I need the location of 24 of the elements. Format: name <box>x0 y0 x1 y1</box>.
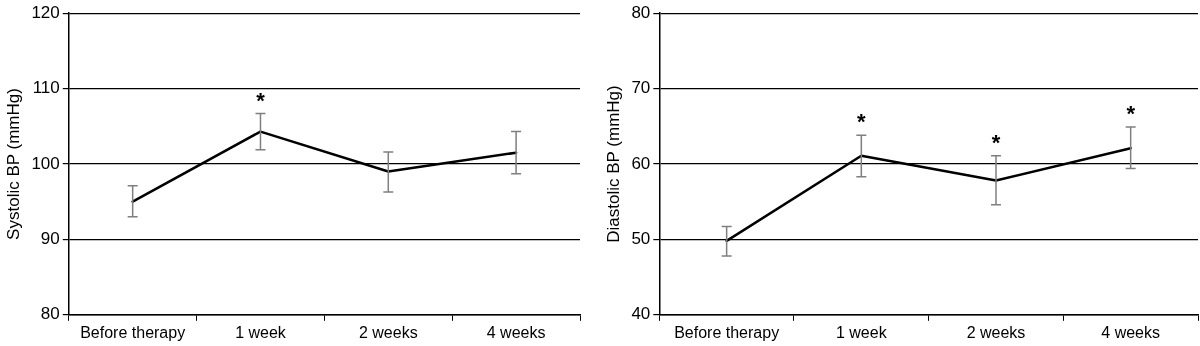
x-tick-label: 4 weeks <box>486 323 546 341</box>
x-tick-label: 4 weeks <box>1101 323 1161 341</box>
y-tick-label: 40 <box>631 304 651 324</box>
annotation: * <box>857 109 867 135</box>
x-tick-label: 1 week <box>235 323 287 341</box>
y-tick-label: 50 <box>631 229 651 249</box>
annotation: * <box>1126 101 1136 127</box>
y-tick-label: 110 <box>32 78 60 98</box>
x-tick-label: 1 week <box>835 323 888 341</box>
x-tick-label: 2 weeks <box>358 323 418 341</box>
x-tick-label: Before therapy <box>674 323 780 341</box>
y-tick-label: 90 <box>40 229 60 249</box>
y-tick-label: 70 <box>631 78 651 98</box>
y-tick-label: 100 <box>31 153 60 173</box>
y-tick-label: 80 <box>40 304 60 324</box>
annotation: * <box>991 129 1001 155</box>
annotation: * <box>256 87 266 113</box>
y-axis-title: Systolic BP (mmHg) <box>3 88 23 240</box>
y-axis-title: Diastolic BP (mmHg) <box>603 85 623 243</box>
y-tick-label: 80 <box>631 2 651 22</box>
x-tick-label: Before therapy <box>80 323 186 341</box>
y-tick-label: 60 <box>631 153 651 173</box>
y-tick-label: 120 <box>31 2 60 22</box>
x-tick-label: 2 weeks <box>966 323 1026 341</box>
